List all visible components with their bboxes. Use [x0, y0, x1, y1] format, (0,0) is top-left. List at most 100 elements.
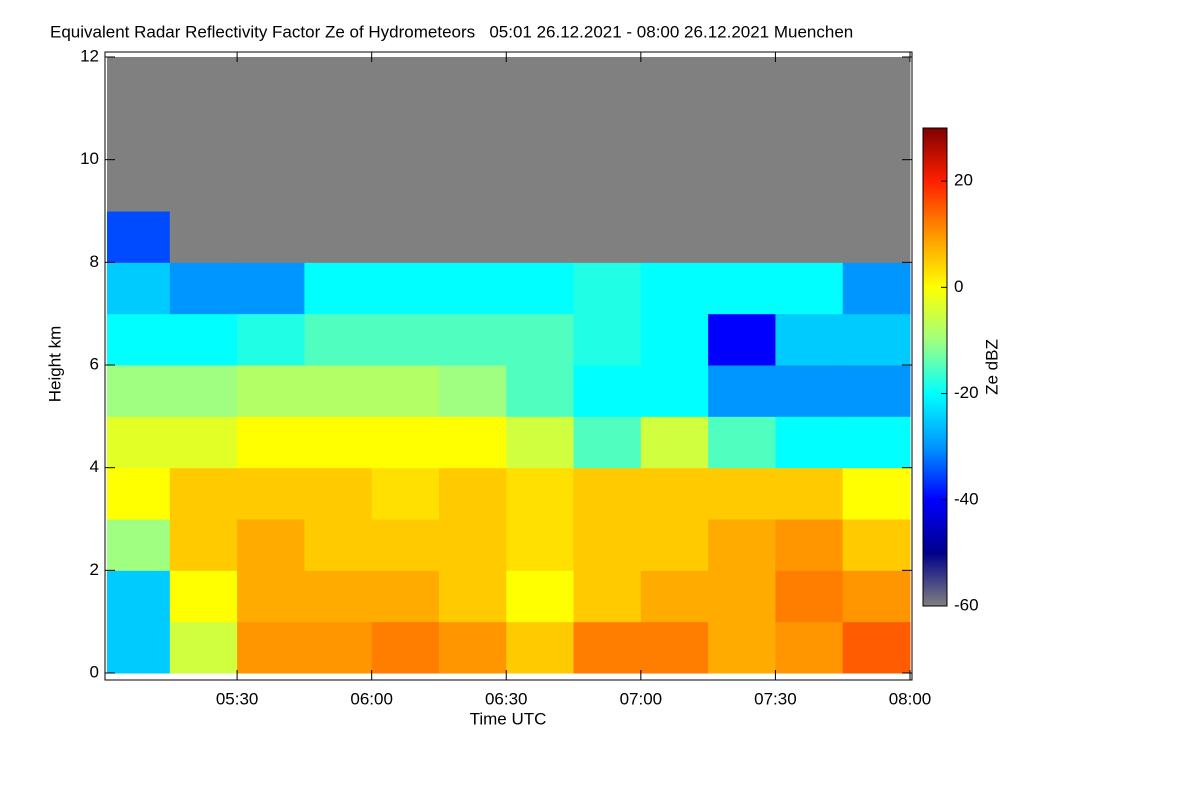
heatmap-cell	[304, 159, 373, 212]
heatmap-cell	[708, 416, 776, 469]
heatmap-cell	[775, 621, 844, 674]
heatmap-cell	[506, 365, 575, 417]
heatmap-cell	[842, 57, 911, 109]
heatmap-cell	[506, 159, 575, 212]
heatmap-cell	[506, 313, 575, 366]
y-tick-label: 4	[90, 457, 99, 476]
heatmap-cell	[640, 57, 709, 109]
heatmap-cell	[506, 262, 575, 315]
heatmap-cell	[842, 262, 911, 315]
colorbar-tick-label: 20	[954, 171, 973, 190]
heatmap-cell	[237, 519, 305, 571]
heatmap-cell	[237, 262, 305, 315]
x-tick-label: 07:30	[754, 689, 797, 708]
heatmap-cell	[640, 313, 709, 366]
heatmap-cell	[775, 159, 844, 212]
heatmap-cell	[573, 159, 642, 212]
heatmap-cell	[842, 211, 911, 263]
heatmap-cell	[842, 621, 911, 674]
heatmap-cell	[107, 416, 171, 469]
heatmap-cell	[640, 621, 709, 674]
heatmap-cell	[371, 57, 440, 109]
y-tick-label: 10	[80, 149, 99, 168]
heatmap-cell	[775, 570, 844, 623]
heatmap-cell	[371, 416, 440, 469]
colorbar-tick-label: -40	[954, 489, 979, 508]
heatmap-cell	[371, 467, 440, 520]
heatmap-cell	[237, 57, 305, 109]
heatmap-cell	[107, 211, 171, 263]
heatmap-cell	[708, 211, 776, 263]
heatmap-cell	[371, 621, 440, 674]
heatmap-cell	[708, 519, 776, 571]
y-tick-label: 2	[90, 560, 99, 579]
x-tick-label: 06:00	[350, 689, 393, 708]
heatmap-cell	[506, 416, 575, 469]
heatmap-cell	[708, 108, 776, 161]
heatmap-cell	[775, 211, 844, 263]
heatmap-cell	[640, 416, 709, 469]
heatmap-cell	[438, 570, 507, 623]
heatmap-cell	[107, 519, 171, 571]
heatmap-cell	[640, 519, 709, 571]
heatmap-cell	[169, 262, 238, 315]
heatmap-cell	[107, 621, 171, 674]
heatmap-cell	[842, 416, 911, 469]
x-tick-label: 05:30	[216, 689, 259, 708]
chart-title: Equivalent Radar Reflectivity Factor Ze …	[50, 22, 853, 41]
heatmap-cell	[708, 159, 776, 212]
heatmap-cell	[371, 365, 440, 417]
heatmap-cell	[237, 108, 305, 161]
colorbar-tick-label: -60	[954, 595, 979, 614]
heatmap-cell	[573, 519, 642, 571]
heatmap-cell	[107, 262, 171, 315]
heatmap-cell	[573, 57, 642, 109]
y-axis-label: Height km	[45, 326, 64, 403]
heatmap-cell	[237, 416, 305, 469]
heatmap-cell	[371, 211, 440, 263]
colorbar-tick-label: 0	[954, 277, 963, 296]
heatmap-cell	[640, 365, 709, 417]
plot-frame	[104, 51, 913, 681]
heatmap-cell	[304, 365, 373, 417]
heatmap-cell	[640, 108, 709, 161]
heatmap-cell	[371, 519, 440, 571]
heatmap-cell	[169, 365, 238, 417]
heatmap-cell	[237, 570, 305, 623]
heatmap-cell	[506, 467, 575, 520]
heatmap-cell	[842, 159, 911, 212]
heatmap-cell	[640, 211, 709, 263]
heatmap-cell	[573, 313, 642, 366]
heatmap-cell	[573, 211, 642, 263]
heatmap-cell	[506, 570, 575, 623]
heatmap-cell	[237, 159, 305, 212]
heatmap-cell	[573, 108, 642, 161]
heatmap-cell	[506, 108, 575, 161]
heatmap-cell	[438, 262, 507, 315]
heatmap-cell	[708, 570, 776, 623]
heatmap-cell	[775, 57, 844, 109]
heatmap-cell	[169, 159, 238, 212]
heatmap-cell	[107, 467, 171, 520]
heatmap-cell	[775, 519, 844, 571]
y-tick-label: 12	[80, 46, 99, 65]
heatmap-cell	[304, 313, 373, 366]
heatmap-cell	[107, 108, 171, 161]
heatmap-cell	[640, 262, 709, 315]
heatmap-cell	[506, 57, 575, 109]
heatmap-cell	[237, 211, 305, 263]
heatmap-cell	[708, 621, 776, 674]
heatmap-cell	[371, 159, 440, 212]
heatmap-cell	[842, 519, 911, 571]
heatmap-cell	[842, 313, 911, 366]
heatmap-cell	[438, 313, 507, 366]
heatmap-cell	[304, 467, 373, 520]
heatmap-cell	[708, 365, 776, 417]
heatmap-cell	[775, 467, 844, 520]
heatmap-cell	[640, 467, 709, 520]
heatmap-cell	[304, 519, 373, 571]
heatmap-cell	[573, 467, 642, 520]
heatmap-cell	[708, 262, 776, 315]
colorbar	[922, 127, 948, 607]
